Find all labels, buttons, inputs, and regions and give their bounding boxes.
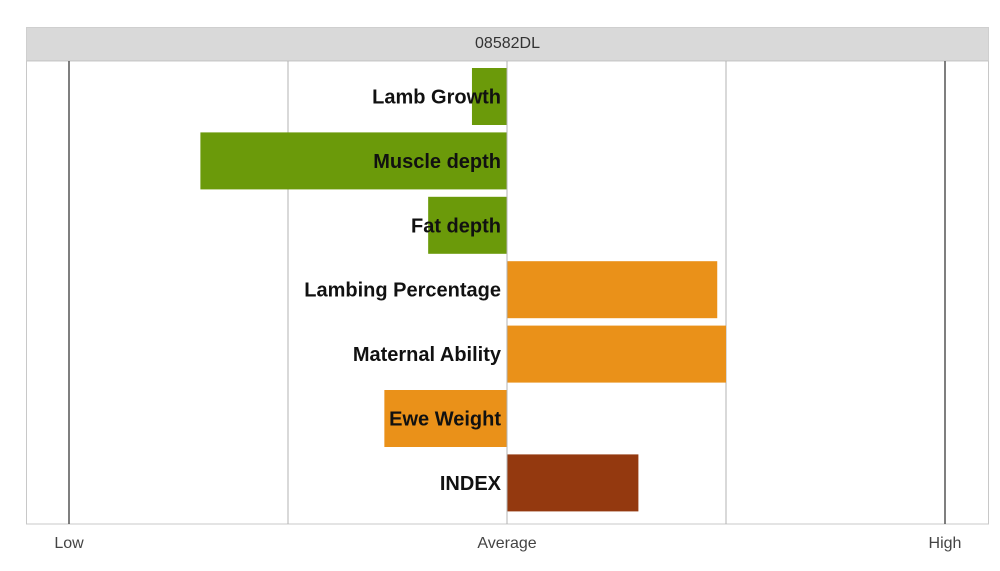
bar-lamb-growth <box>471 68 507 125</box>
category-label-index: INDEX <box>440 473 502 495</box>
chart-title-text: 08582DL <box>475 35 540 52</box>
x-tick-label-low: Low <box>54 535 84 552</box>
category-label-muscle-depth: Muscle depth <box>373 151 501 173</box>
category-label-maternal-ability: Maternal Ability <box>353 344 502 366</box>
bar-fat-depth <box>428 196 507 254</box>
category-label-ewe-weight: Ewe Weight <box>389 409 501 431</box>
category-label-fat-depth: Fat depth <box>411 215 501 237</box>
bar-lambing-percentage <box>507 261 718 319</box>
x-tick-label-high: High <box>929 535 962 552</box>
bar-index <box>507 454 639 512</box>
category-label-lamb-growth: Lamb Growth <box>372 87 501 109</box>
bar-ewe-weight <box>384 390 507 447</box>
category-label-lambing-percentage: Lambing Percentage <box>304 280 501 302</box>
x-tick-label-average: Average <box>477 535 536 552</box>
chart-title: 08582DL <box>26 27 989 61</box>
bar-muscle-depth <box>200 132 507 190</box>
bar-maternal-ability <box>507 325 726 383</box>
